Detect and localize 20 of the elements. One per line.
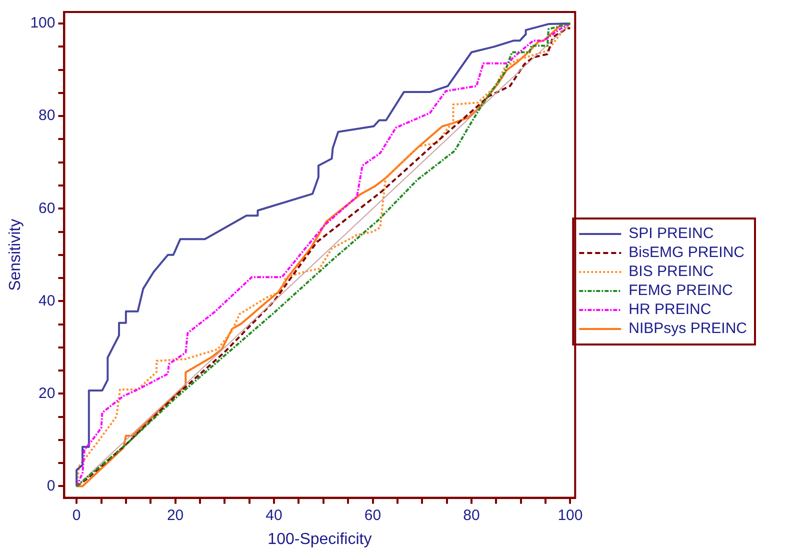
legend-label: BIS PREINC bbox=[628, 263, 714, 280]
x-tick-label: 20 bbox=[166, 506, 184, 524]
legend-label: FEMG PREINC bbox=[628, 282, 733, 300]
y-axis-title: Sensitivity bbox=[7, 218, 24, 291]
x-tick-label: 40 bbox=[266, 506, 282, 524]
y-tick-label: 80 bbox=[38, 107, 56, 124]
y-tick-label: 60 bbox=[38, 200, 56, 217]
x-tick-label: 80 bbox=[463, 506, 480, 524]
x-tick-label: 0 bbox=[72, 506, 81, 524]
legend-label: BisEMG PREINC bbox=[628, 244, 745, 262]
legend-label: SPI PREINC bbox=[628, 225, 714, 242]
x-tick-label: 100 bbox=[558, 506, 583, 524]
legend-label: NIBPsys PREINC bbox=[628, 320, 748, 338]
y-tick-label: 40 bbox=[38, 292, 56, 310]
x-tick-label: 60 bbox=[364, 506, 382, 524]
y-tick-label: 0 bbox=[46, 477, 56, 494]
y-tick-label: 100 bbox=[30, 14, 56, 32]
y-tick-label: 20 bbox=[38, 384, 56, 402]
legend-label: HR PREINC bbox=[628, 301, 712, 318]
x-axis-title: 100-Specificity bbox=[268, 530, 372, 548]
